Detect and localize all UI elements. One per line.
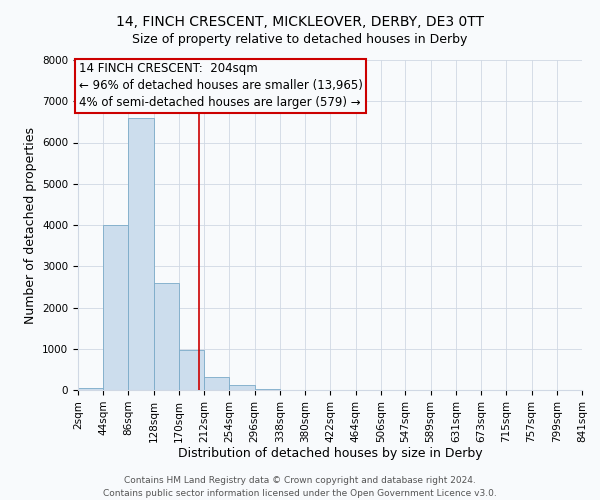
Bar xyxy=(154,283,179,390)
Text: Size of property relative to detached houses in Derby: Size of property relative to detached ho… xyxy=(133,32,467,46)
Text: 14 FINCH CRESCENT:  204sqm
← 96% of detached houses are smaller (13,965)
4% of s: 14 FINCH CRESCENT: 204sqm ← 96% of detac… xyxy=(79,62,362,109)
Bar xyxy=(204,377,229,390)
Bar xyxy=(78,388,103,390)
Bar xyxy=(229,384,254,390)
Bar xyxy=(128,118,154,390)
Text: 14, FINCH CRESCENT, MICKLEOVER, DERBY, DE3 0TT: 14, FINCH CRESCENT, MICKLEOVER, DERBY, D… xyxy=(116,15,484,29)
Bar xyxy=(103,225,128,390)
X-axis label: Distribution of detached houses by size in Derby: Distribution of detached houses by size … xyxy=(178,448,482,460)
Y-axis label: Number of detached properties: Number of detached properties xyxy=(23,126,37,324)
Bar xyxy=(179,350,204,390)
Text: Contains HM Land Registry data © Crown copyright and database right 2024.
Contai: Contains HM Land Registry data © Crown c… xyxy=(103,476,497,498)
Bar xyxy=(254,389,280,390)
